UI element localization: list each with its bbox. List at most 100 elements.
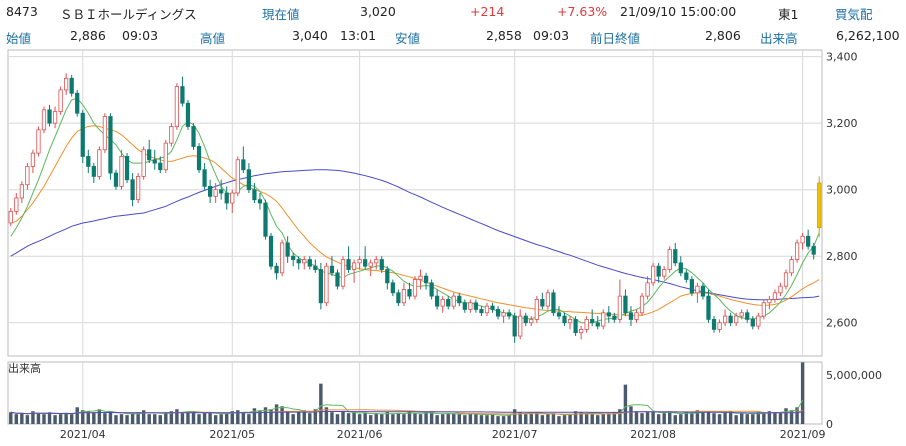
volume-bar [396, 413, 401, 424]
candle [479, 306, 484, 317]
candle [645, 276, 650, 300]
volume-bar [230, 411, 234, 424]
candle-body [36, 129, 41, 154]
candle-body [584, 319, 589, 330]
candle-body [745, 312, 750, 320]
volume-bar [241, 412, 246, 424]
candle-body [130, 179, 135, 201]
candle [728, 312, 733, 327]
date-tick-label: 2021/05 [209, 428, 255, 441]
candle [158, 156, 163, 174]
volume-bar [446, 413, 450, 424]
candle [119, 149, 124, 190]
candle [357, 256, 362, 270]
volume-bar [634, 411, 639, 424]
volume-bar [529, 413, 534, 424]
volume-bar [263, 407, 268, 424]
candle-body [41, 109, 47, 131]
candle [30, 149, 36, 174]
candle-body [639, 295, 645, 314]
candle-body [263, 202, 268, 237]
candle [91, 163, 96, 184]
volume-bar [490, 414, 495, 424]
candle-body [490, 305, 495, 310]
candle [634, 309, 639, 323]
volume-bar [596, 415, 600, 424]
volume-bar [745, 414, 749, 424]
volume-bar [579, 412, 583, 424]
candle [407, 282, 412, 300]
candle [346, 246, 351, 273]
candle-body [689, 279, 694, 294]
candle-body [25, 166, 30, 186]
candle [185, 99, 191, 130]
volume-bar [712, 413, 716, 424]
volume-bar [213, 415, 218, 424]
volume-bar [352, 412, 356, 424]
volume-bar [141, 410, 146, 424]
candle [130, 173, 135, 207]
candle-body [351, 262, 357, 270]
volume-bar [751, 414, 755, 424]
candle [789, 256, 794, 277]
candle-body [174, 86, 180, 127]
volume-bar [457, 414, 462, 424]
volume-bar [225, 413, 229, 424]
candle [113, 169, 119, 190]
volume-bar [219, 414, 223, 424]
volume-bar [607, 413, 611, 424]
candle [457, 292, 462, 307]
candle [296, 256, 301, 270]
candle-body [512, 315, 517, 337]
volume-bar [402, 414, 406, 424]
volume-bar [36, 413, 41, 424]
volume-bar [368, 415, 373, 424]
volume-bar [645, 412, 650, 424]
candle-body [335, 272, 340, 287]
volume-bar [357, 414, 362, 424]
candle [58, 86, 63, 115]
high-time: 13:01 [340, 28, 377, 43]
candle [750, 316, 755, 330]
quote-stats: 始値 2,886 09:03 高値 3,040 13:01 安値 2,858 0… [0, 24, 906, 46]
volume-bar [341, 411, 345, 424]
candle [124, 153, 130, 184]
volume-bar [651, 411, 655, 424]
candle [191, 123, 196, 150]
candle [817, 176, 822, 237]
candle-body [64, 77, 69, 91]
volume-bar [701, 412, 705, 424]
volume-bar [391, 414, 395, 424]
candle [64, 73, 69, 95]
volume-bar [479, 415, 484, 424]
candle [689, 276, 694, 297]
volume-averages [10, 400, 804, 416]
volume-bar [440, 414, 445, 424]
candle-body [363, 259, 368, 267]
candle-body [180, 86, 185, 104]
candle [14, 193, 19, 215]
candle-body [728, 315, 733, 324]
candle-body [772, 292, 778, 300]
candle [86, 149, 91, 174]
candle [700, 282, 706, 300]
volume-bar [568, 414, 572, 424]
candle [41, 106, 47, 134]
candle-body [612, 315, 617, 320]
candle [529, 316, 534, 327]
volume-bar [429, 413, 434, 424]
volume-bar [795, 407, 799, 424]
candlesticks [8, 73, 822, 343]
candle [47, 104, 52, 127]
candle-body [412, 279, 418, 297]
candle-body [235, 159, 240, 194]
candle [152, 149, 157, 170]
candle-body [656, 265, 661, 277]
volume-bar [629, 406, 633, 424]
volume-bar [191, 411, 196, 424]
candle [368, 259, 373, 277]
candle-body [108, 116, 113, 174]
candle-body [152, 159, 157, 164]
volume-bar [762, 413, 766, 424]
candle-body [507, 312, 512, 317]
